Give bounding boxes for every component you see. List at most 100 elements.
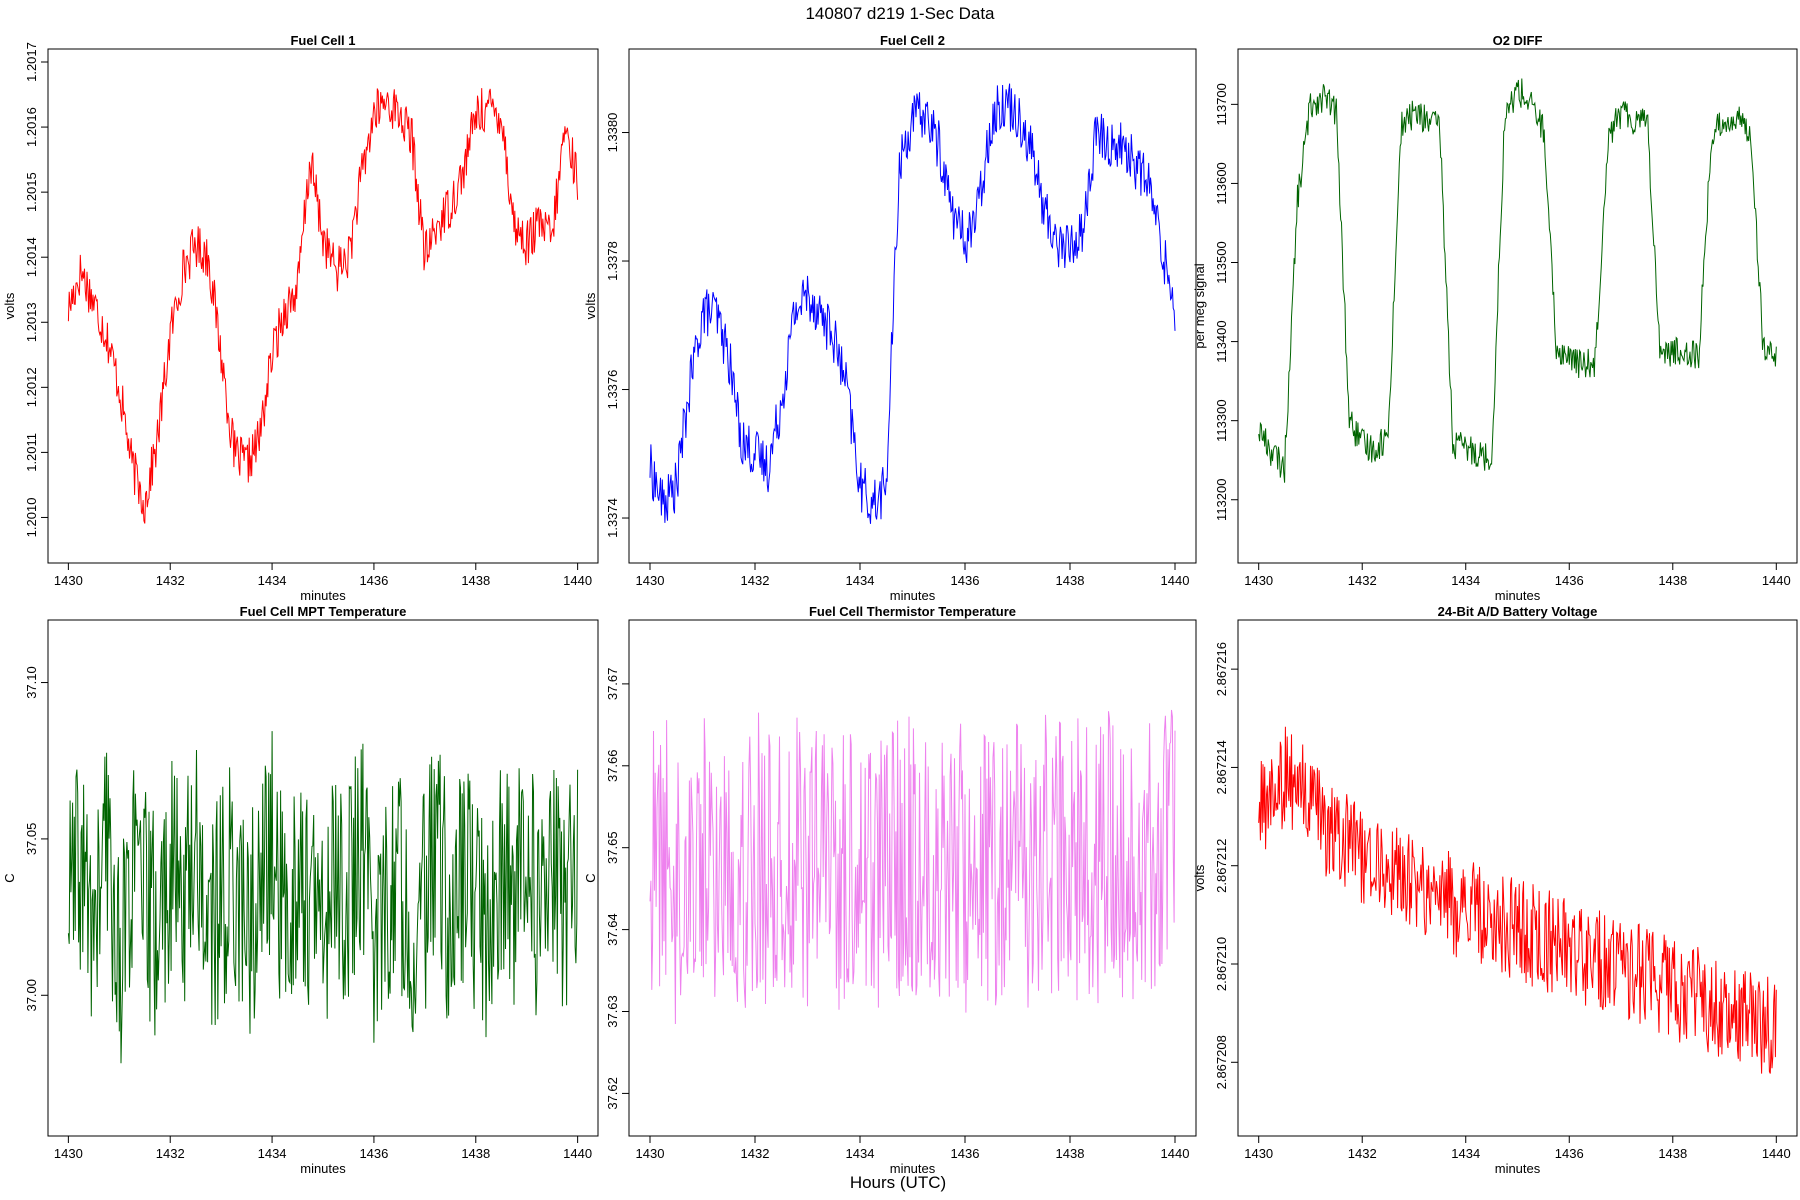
x-tick-label: 1430 — [636, 573, 665, 588]
x-tick-label: 1438 — [461, 573, 490, 588]
footer-label: Hours (UTC) — [850, 1173, 946, 1192]
series-line — [67, 731, 579, 1064]
x-tick-label: 1430 — [1244, 573, 1273, 588]
x-tick-label: 1430 — [636, 1146, 665, 1161]
series-line — [1258, 726, 1777, 1074]
panel-title: 24-Bit A/D Battery Voltage — [1438, 604, 1598, 619]
y-tick-label: 2.867214 — [1214, 740, 1229, 794]
y-tick-label: 113600 — [1214, 162, 1229, 204]
y-tick-label: 37.66 — [605, 750, 620, 783]
plot-frame — [628, 48, 1197, 564]
x-tick-label: 1440 — [1762, 573, 1791, 588]
y-axis-label: C — [2, 873, 17, 882]
x-tick-label: 1436 — [1555, 573, 1584, 588]
y-tick-label: 1.2016 — [24, 107, 39, 147]
y-tick-label: 1.2017 — [24, 42, 39, 82]
chart-panel: O2 DIFF 1430 1432 1434 1436 1438 1440 minutes 11… — [1192, 33, 1798, 603]
y-tick-label: 37.64 — [605, 913, 620, 946]
series-line — [649, 83, 1176, 524]
y-tick-label: 37.65 — [605, 831, 620, 864]
x-tick-label: 1430 — [54, 1146, 83, 1161]
x-tick-label: 1440 — [1161, 1146, 1190, 1161]
y-axis-label: C — [583, 873, 598, 882]
x-tick-label: 1436 — [1555, 1146, 1584, 1161]
x-tick-label: 1432 — [156, 1146, 185, 1161]
x-tick-label: 1430 — [1244, 1146, 1273, 1161]
plot-frame — [1237, 619, 1798, 1137]
chart-panels: Fuel Cell 1 1430 1432 1434 1436 1438 1440 minut… — [2, 33, 1798, 1176]
y-tick-label: 1.2013 — [24, 302, 39, 342]
y-tick-label: 2.867216 — [1214, 642, 1229, 696]
y-tick-label: 1.3374 — [605, 498, 620, 538]
x-tick-label: 1434 — [1451, 1146, 1480, 1161]
series-line — [67, 88, 579, 524]
x-axis-label: minutes — [300, 588, 346, 603]
x-tick-label: 1432 — [741, 573, 770, 588]
y-tick-label: 113700 — [1214, 83, 1229, 125]
y-tick-label: 113200 — [1214, 479, 1229, 521]
y-tick-label: 1.2010 — [24, 498, 39, 538]
chart-panel: Fuel Cell Thermistor Temperature 1430 1432… — [583, 604, 1197, 1176]
y-tick-label: 1.3380 — [605, 113, 620, 153]
plot-frame — [47, 48, 599, 564]
x-tick-label: 1432 — [741, 1146, 770, 1161]
plot-frame — [1237, 48, 1798, 564]
y-tick-label: 37.63 — [605, 995, 620, 1028]
x-tick-label: 1432 — [1348, 573, 1377, 588]
x-tick-label: 1436 — [951, 573, 980, 588]
y-tick-label: 113300 — [1214, 399, 1229, 441]
x-tick-label: 1434 — [1451, 573, 1480, 588]
panel-title: Fuel Cell MPT Temperature — [240, 604, 407, 619]
x-tick-label: 1438 — [1056, 1146, 1085, 1161]
x-tick-label: 1438 — [1056, 573, 1085, 588]
y-tick-label: 113500 — [1214, 241, 1229, 283]
panel-title: Fuel Cell Thermistor Temperature — [809, 604, 1016, 619]
y-axis-label: per meg signal — [1192, 263, 1207, 348]
y-axis-label: volts — [1192, 864, 1207, 891]
x-axis-label: minutes — [300, 1161, 346, 1176]
y-tick-label: 37.10 — [24, 666, 39, 699]
y-tick-label: 37.62 — [605, 1077, 620, 1110]
x-tick-label: 1440 — [1762, 1146, 1791, 1161]
chart-panel: 24-Bit A/D Battery Voltage 1430 1432 1434 14… — [1192, 604, 1798, 1176]
panel-title: Fuel Cell 1 — [290, 33, 355, 48]
x-tick-label: 1440 — [563, 1146, 592, 1161]
x-tick-label: 1432 — [156, 573, 185, 588]
figure-title: 140807 d219 1-Sec Data — [805, 4, 995, 23]
x-tick-label: 1436 — [359, 573, 388, 588]
plot-frame — [47, 619, 599, 1137]
panel-title: Fuel Cell 2 — [880, 33, 945, 48]
y-tick-label: 2.867212 — [1214, 839, 1229, 893]
x-tick-label: 1440 — [1161, 573, 1190, 588]
y-tick-label: 113400 — [1214, 320, 1229, 362]
y-axis-label: volts — [2, 292, 17, 319]
x-tick-label: 1434 — [846, 1146, 875, 1161]
x-tick-label: 1440 — [563, 573, 592, 588]
x-axis-label: minutes — [890, 1161, 936, 1176]
x-axis-label: minutes — [1495, 1161, 1541, 1176]
y-tick-label: 1.2014 — [24, 237, 39, 277]
y-tick-label: 37.67 — [605, 668, 620, 701]
y-tick-label: 2.867208 — [1214, 1035, 1229, 1089]
y-tick-label: 37.05 — [24, 823, 39, 856]
y-tick-label: 1.2011 — [24, 433, 39, 472]
chart-panel: Fuel Cell MPT Temperature 1430 1432 1434 143… — [2, 604, 599, 1176]
y-tick-label: 2.867210 — [1214, 937, 1229, 991]
y-tick-label: 37.00 — [24, 979, 39, 1012]
y-tick-label: 1.2012 — [24, 367, 39, 407]
chart-panel: Fuel Cell 1 1430 1432 1434 1436 1438 1440 minut… — [2, 33, 599, 603]
x-tick-label: 1436 — [951, 1146, 980, 1161]
y-tick-label: 1.3376 — [605, 370, 620, 410]
x-tick-label: 1434 — [258, 573, 287, 588]
x-axis-label: minutes — [1495, 588, 1541, 603]
y-axis-label: volts — [583, 292, 598, 319]
x-tick-label: 1438 — [1658, 573, 1687, 588]
x-axis-label: minutes — [890, 588, 936, 603]
x-tick-label: 1434 — [258, 1146, 287, 1161]
x-tick-label: 1434 — [846, 573, 875, 588]
y-tick-label: 1.2015 — [24, 172, 39, 212]
series-line — [649, 709, 1176, 1025]
x-tick-label: 1432 — [1348, 1146, 1377, 1161]
x-tick-label: 1438 — [1658, 1146, 1687, 1161]
